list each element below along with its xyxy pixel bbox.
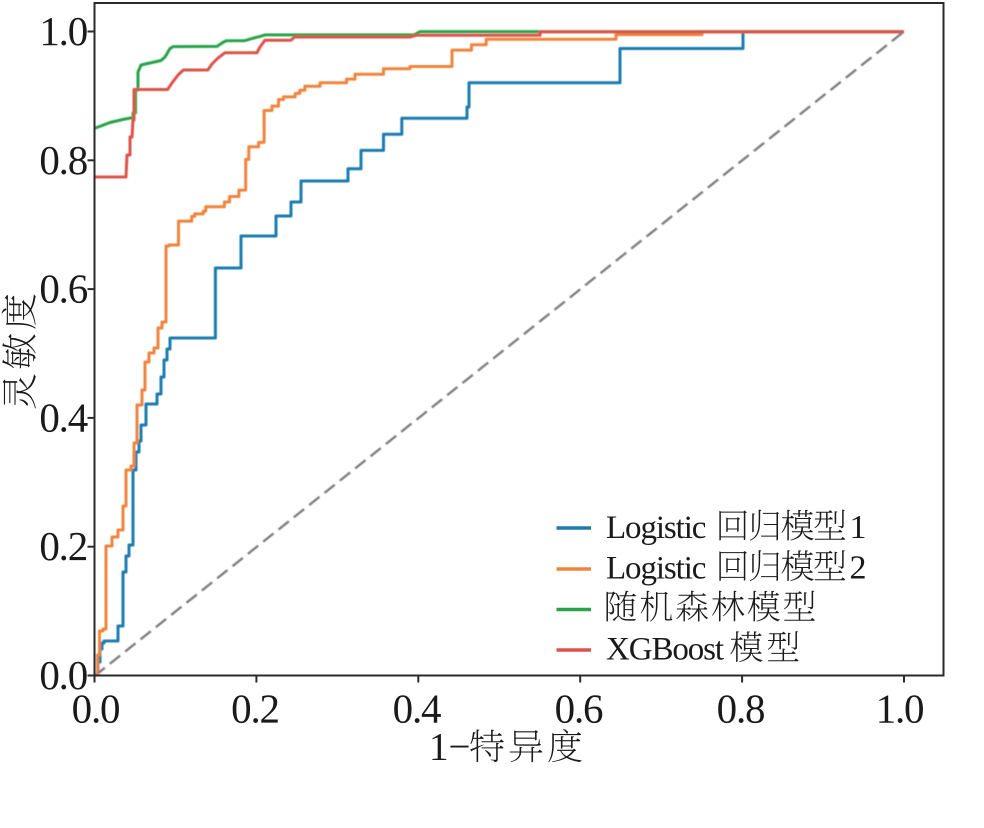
svg-text:1.0: 1.0: [39, 8, 87, 54]
svg-text:XGBoost: XGBoost: [606, 632, 724, 668]
svg-text:0.8: 0.8: [717, 686, 765, 732]
svg-text:0.6: 0.6: [39, 266, 87, 312]
svg-text:0.8: 0.8: [39, 137, 87, 183]
svg-text:1.0: 1.0: [876, 686, 924, 732]
svg-text:Logistic: Logistic: [606, 551, 706, 587]
svg-text:1−: 1−: [429, 726, 471, 769]
svg-text:0.4: 0.4: [39, 394, 87, 440]
svg-text:0.4: 0.4: [393, 686, 441, 732]
svg-text:Logistic: Logistic: [606, 510, 706, 546]
svg-text:1: 1: [850, 509, 867, 546]
svg-text:0.6: 0.6: [555, 686, 603, 732]
svg-text:2: 2: [850, 550, 867, 587]
svg-text:0.0: 0.0: [72, 686, 120, 732]
svg-text:0.2: 0.2: [39, 523, 87, 569]
svg-text:0.2: 0.2: [231, 686, 279, 732]
svg-text:0.0: 0.0: [39, 652, 87, 698]
